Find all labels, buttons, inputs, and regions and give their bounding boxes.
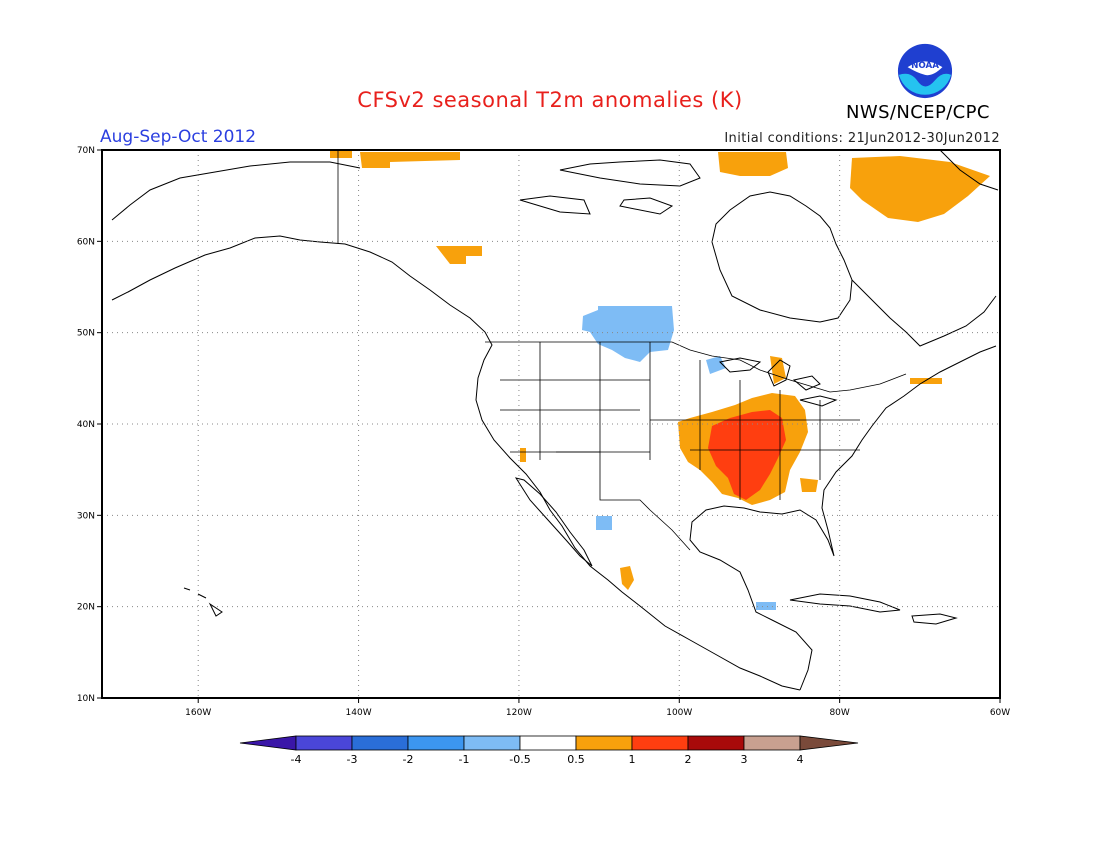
colorbar-box [687,735,745,751]
lat-tick-label: 70N [77,146,95,156]
anomaly-nunavut-warm [360,152,460,168]
colorbar-label: 4 [797,753,804,766]
anomaly-central-us-warm [800,478,818,492]
anomaly-central-us-warm [770,356,786,384]
lat-tick-label: 30N [77,511,95,521]
colorbar-box [463,735,521,751]
colorbar-box [519,735,577,751]
colorbar-label: 2 [685,753,692,766]
colorbar-box [407,735,465,751]
anomaly-nunavut-warm [718,152,788,176]
anomaly-mexico-pacific-warm [520,448,526,462]
color-legend: -4 -3 -2 -1 -0.5 0.5 1 2 3 4 [239,735,859,766]
anomaly-shading [330,150,990,610]
colorbar-label: 0.5 [567,753,585,766]
colorbar-box [351,735,409,751]
coastlines [111,149,999,691]
colorbar-label: -1 [459,753,470,766]
anomaly-nunavut-warm [330,150,352,158]
axis-ticks: 160W 140W 120W 100W 80W 60W 10N 20N 30N 40N 50N 60N… [77,146,1010,718]
lat-tick-label: 40N [77,420,95,430]
lat-tick-label: 10N [77,694,95,704]
anomaly-nunavut-warm [850,156,990,222]
lat-tick-label: 60N [77,237,95,247]
anomaly-nunavut-warm [910,378,942,384]
lat-tick-label: 20N [77,603,95,613]
lon-tick-label: 140W [346,708,372,718]
forecast-period: Aug-Sep-Oct 2012 [100,127,257,147]
svg-text:NOAA: NOAA [911,61,939,71]
colorbar-label: 3 [741,753,748,766]
lat-tick-label: 50N [77,329,95,339]
anomaly-mexico-pacific-warm [620,566,634,590]
anomaly-yucatan-cool [756,602,776,610]
organization-label: NWS/NCEP/CPC [846,102,990,123]
colorbar-box [743,735,801,751]
anomaly-saskatchewan-cool [582,306,674,362]
noaa-logo: NOAA [897,43,953,99]
colorbar-low-arrow [239,735,297,751]
lon-tick-label: 100W [666,708,692,718]
colorbar-label: -0.5 [509,753,530,766]
map-title: CFSv2 seasonal T2m anomalies (K) [357,88,743,112]
anomaly-yucatan-cool [596,516,612,530]
map-frame [101,149,1001,699]
lon-tick-label: 60W [990,708,1010,718]
colorbar-label: -2 [403,753,414,766]
lon-tick-label: 120W [506,708,532,718]
lat-lon-grid [102,150,1000,698]
colorbar-label: -4 [291,753,302,766]
colorbar-high-arrow [799,735,859,751]
initial-conditions: Initial conditions: 21Jun2012-30Jun2012 [724,131,1000,146]
anomaly-saskatchewan-cool [706,356,726,374]
colorbar-box [631,735,689,751]
lon-tick-label: 80W [829,708,849,718]
colorbar-box [575,735,633,751]
lon-tick-label: 160W [185,708,211,718]
anomaly-mid-mississippi-warm-core [708,410,786,500]
colorbar-label: 1 [629,753,636,766]
colorbar-box [295,735,353,751]
anomaly-nunavut-warm [436,246,482,264]
colorbar-label: -3 [347,753,358,766]
